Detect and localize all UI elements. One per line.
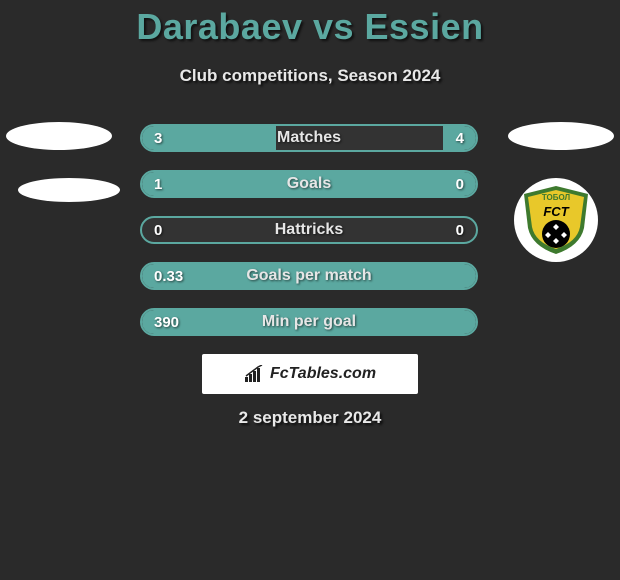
player-left-avatar-mid	[18, 178, 120, 202]
stat-label: Min per goal	[142, 313, 476, 331]
player-right-avatar-top	[508, 122, 614, 150]
stat-row-min-per-goal: 390 Min per goal	[140, 308, 478, 336]
stat-row-goals-per-match: 0.33 Goals per match	[140, 262, 478, 290]
stat-value-right: 0	[456, 176, 464, 193]
stat-label: Goals per match	[142, 267, 476, 285]
player-left-avatar-top	[6, 122, 112, 150]
stat-value-right: 4	[456, 130, 464, 147]
stat-label: Hattricks	[142, 221, 476, 239]
stat-value-right: 0	[456, 222, 464, 239]
stat-row-hattricks: 0 Hattricks 0	[140, 216, 478, 244]
stat-label: Matches	[142, 129, 476, 147]
page-title: Darabaev vs Essien	[0, 0, 620, 48]
date-text: 2 september 2024	[0, 408, 620, 428]
svg-text:FCT: FCT	[543, 204, 569, 219]
svg-text:ТОБОЛ: ТОБОЛ	[542, 193, 571, 202]
club-badge-right: ТОБОЛ FCT	[514, 178, 598, 262]
fctables-logo-text: FcTables.com	[270, 365, 376, 383]
club-badge-icon: ТОБОЛ FCT	[520, 184, 592, 256]
stat-row-goals: 1 Goals 0	[140, 170, 478, 198]
stat-row-matches: 3 Matches 4	[140, 124, 478, 152]
stats-rows: 3 Matches 4 1 Goals 0 0 Hattricks 0 0.33…	[140, 124, 478, 354]
stat-label: Goals	[142, 175, 476, 193]
subtitle: Club competitions, Season 2024	[0, 66, 620, 86]
bars-icon	[244, 365, 266, 383]
fctables-logo: FcTables.com	[202, 354, 418, 394]
